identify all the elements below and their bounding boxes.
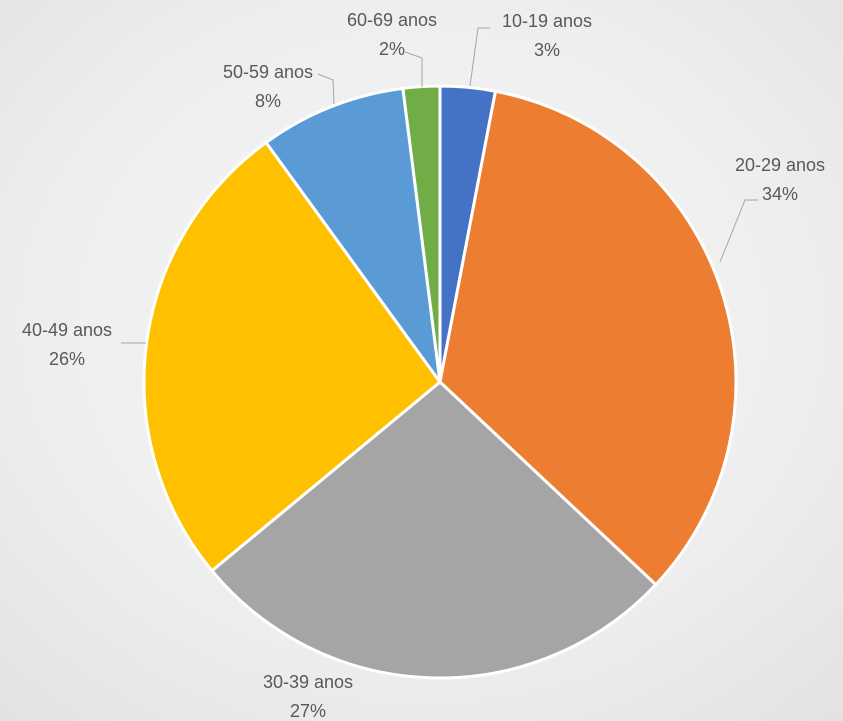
value-label: 2%	[379, 39, 405, 59]
value-label: 3%	[534, 40, 560, 60]
category-label: 30-39 anos	[263, 672, 353, 692]
chart: 10-19 anos 3% 20-29 anos 34% 30-39 anos 27% 40…	[0, 0, 843, 721]
value-label: 8%	[255, 91, 281, 111]
pie	[144, 86, 736, 678]
category-label: 10-19 anos	[502, 11, 592, 31]
value-label: 26%	[49, 349, 85, 369]
category-label: 60-69 anos	[347, 10, 437, 30]
category-label: 50-59 anos	[223, 62, 313, 82]
value-label: 34%	[762, 184, 798, 204]
category-label: 40-49 anos	[22, 320, 112, 340]
category-label: 20-29 anos	[735, 155, 825, 175]
page: {"chart_data": {"type": "pie", "categori…	[0, 0, 843, 721]
value-label: 27%	[290, 701, 326, 721]
